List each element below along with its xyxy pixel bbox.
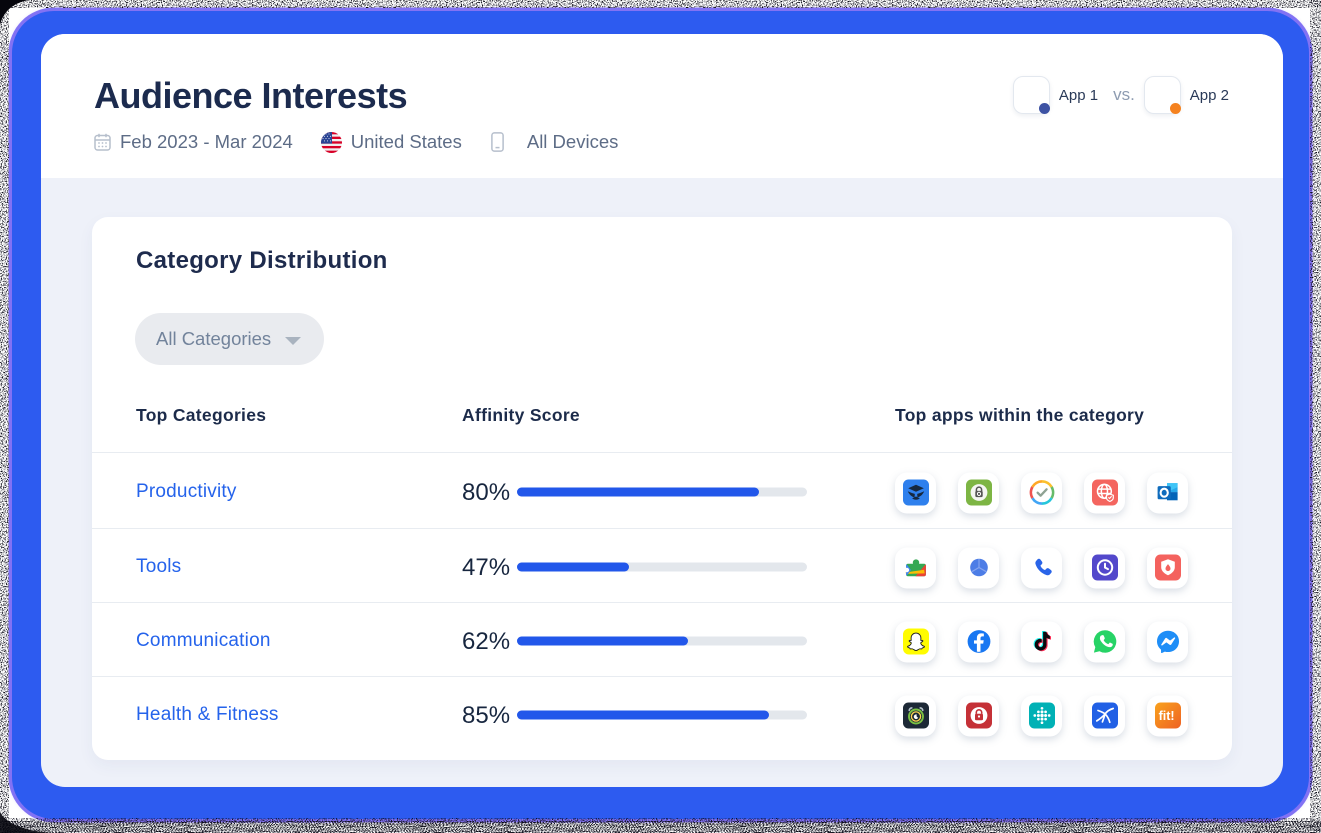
svg-text:fit!: fit!: [1158, 709, 1174, 723]
